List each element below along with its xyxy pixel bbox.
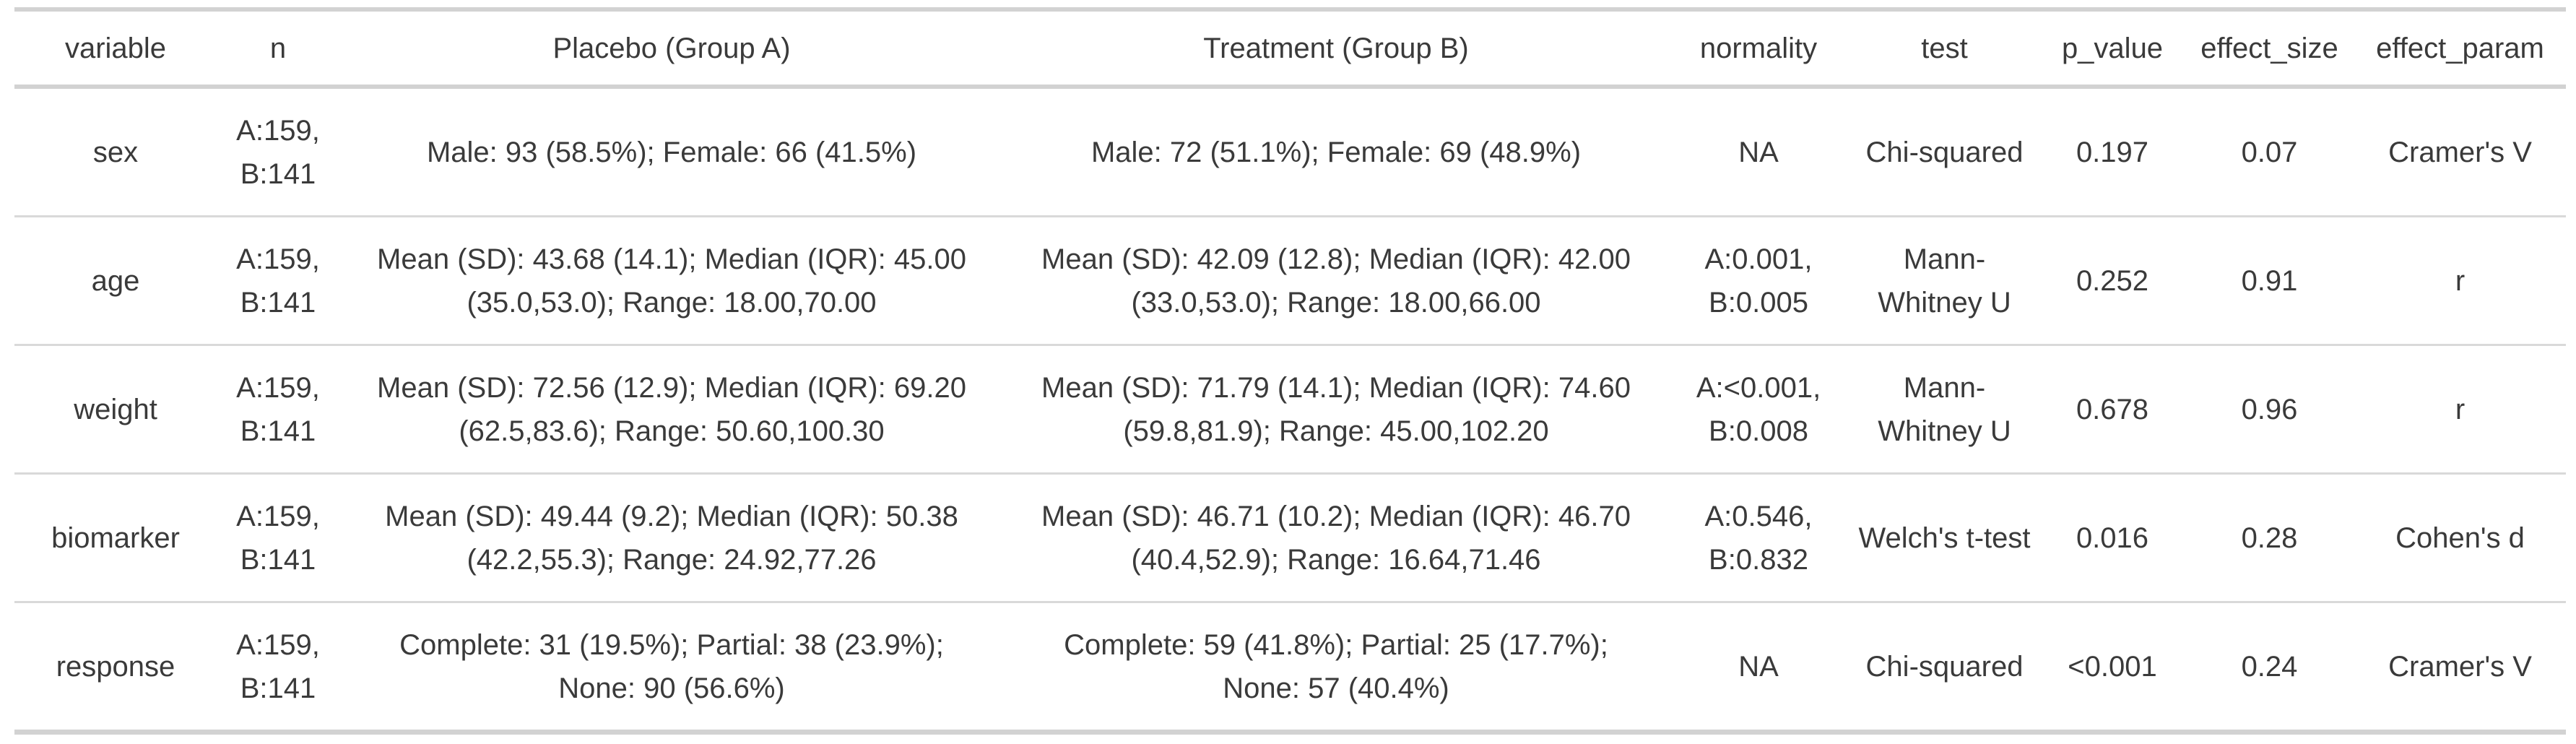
cell-response-p-value: <0.001 <box>2068 650 2157 683</box>
cell-weight-test: Mann-Whitney U <box>1878 371 2011 447</box>
cell-sex-normality: NA <box>1738 136 1779 168</box>
cell-age-normality: A:0.001, B:0.005 <box>1704 243 1813 319</box>
cell-sex-placebo: Male: 93 (58.5%); Female: 66 (41.5%) <box>426 136 917 168</box>
column-header-treatment: Treatment (Group B) <box>1203 32 1469 64</box>
cell-sex-variable: sex <box>92 136 139 168</box>
cell-response-placebo: Complete: 31 (19.5%); Partial: 38 (23.9%… <box>399 628 944 704</box>
cell-weight-p-value: 0.678 <box>2076 393 2149 425</box>
column-header-test: test <box>1921 32 1968 64</box>
cell-biomarker-treatment: Mean (SD): 46.71 (10.2); Median (IQR): 4… <box>1041 500 1631 576</box>
cell-age-n: A:159, B:141 <box>236 243 320 319</box>
cell-sex-test: Chi-squared <box>1865 136 2024 168</box>
cell-response-normality: NA <box>1738 650 1779 683</box>
column-header-p-value: p_value <box>2061 32 2164 64</box>
cell-biomarker-effect-size: 0.28 <box>2241 522 2298 554</box>
cell-response-effect-param: Cramer's V <box>2388 650 2532 683</box>
cell-age-test: Mann-Whitney U <box>1878 243 2011 319</box>
column-header-effect-param: effect_param <box>2376 32 2544 64</box>
cell-response-test: Chi-squared <box>1865 650 2024 683</box>
cell-biomarker-variable: biomarker <box>51 522 180 554</box>
table-row-sex: sex A:159, B:141 Male: 93 (58.5%); Femal… <box>14 87 2566 217</box>
cell-biomarker-normality: A:0.546, B:0.832 <box>1704 500 1813 576</box>
cell-weight-normality: A:<0.001, B:0.008 <box>1696 371 1821 447</box>
cell-response-n: A:159, B:141 <box>236 628 320 704</box>
cell-age-variable: age <box>91 264 140 297</box>
column-header-normality: normality <box>1699 32 1818 64</box>
cell-weight-treatment: Mean (SD): 71.79 (14.1); Median (IQR): 7… <box>1041 371 1631 447</box>
column-header-effect-size: effect_size <box>2200 32 2338 64</box>
cell-sex-p-value: 0.197 <box>2076 136 2149 168</box>
cell-weight-n: A:159, B:141 <box>236 371 320 447</box>
cell-biomarker-n: A:159, B:141 <box>236 500 320 576</box>
table-row-response: response A:159, B:141 Complete: 31 (19.5… <box>14 602 2566 732</box>
cell-biomarker-placebo: Mean (SD): 49.44 (9.2); Median (IQR): 50… <box>385 500 958 576</box>
cell-biomarker-test: Welch's t-test <box>1858 522 2031 554</box>
cell-sex-n: A:159, B:141 <box>236 114 320 190</box>
table-row-biomarker: biomarker A:159, B:141 Mean (SD): 49.44 … <box>14 473 2566 602</box>
cell-age-placebo: Mean (SD): 43.68 (14.1); Median (IQR): 4… <box>377 243 966 319</box>
cell-sex-effect-param: Cramer's V <box>2388 136 2532 168</box>
cell-sex-effect-size: 0.07 <box>2241 136 2298 168</box>
cell-response-treatment: Complete: 59 (41.8%); Partial: 25 (17.7%… <box>1064 628 1608 704</box>
column-header-variable: variable <box>64 32 167 64</box>
cell-sex-treatment: Male: 72 (51.1%); Female: 69 (48.9%) <box>1090 136 1582 168</box>
cell-weight-variable: weight <box>74 393 157 425</box>
table-row-weight: weight A:159, B:141 Mean (SD): 72.56 (12… <box>14 345 2566 474</box>
cell-age-effect-size: 0.91 <box>2241 264 2298 297</box>
header-row: variable n Placebo (Group A) Treatment (… <box>14 9 2566 87</box>
cell-response-effect-size: 0.24 <box>2241 650 2298 683</box>
statistical-summary-table-container: variable n Placebo (Group A) Treatment (… <box>14 7 2566 735</box>
table-row-age: age A:159, B:141 Mean (SD): 43.68 (14.1)… <box>14 216 2566 345</box>
cell-biomarker-p-value: 0.016 <box>2076 522 2149 554</box>
cell-weight-placebo: Mean (SD): 72.56 (12.9); Median (IQR): 6… <box>377 371 966 447</box>
cell-weight-effect-size: 0.96 <box>2241 393 2298 425</box>
cell-age-treatment: Mean (SD): 42.09 (12.8); Median (IQR): 4… <box>1041 243 1631 319</box>
cell-weight-effect-param: r <box>2455 393 2466 425</box>
cell-response-variable: response <box>56 650 175 683</box>
cell-age-p-value: 0.252 <box>2076 264 2149 297</box>
cell-biomarker-effect-param: Cohen's d <box>2395 522 2525 554</box>
column-header-n: n <box>269 32 287 64</box>
cell-age-effect-param: r <box>2455 264 2466 297</box>
column-header-placebo: Placebo (Group A) <box>552 32 791 64</box>
statistical-summary-table: variable n Placebo (Group A) Treatment (… <box>14 7 2566 735</box>
